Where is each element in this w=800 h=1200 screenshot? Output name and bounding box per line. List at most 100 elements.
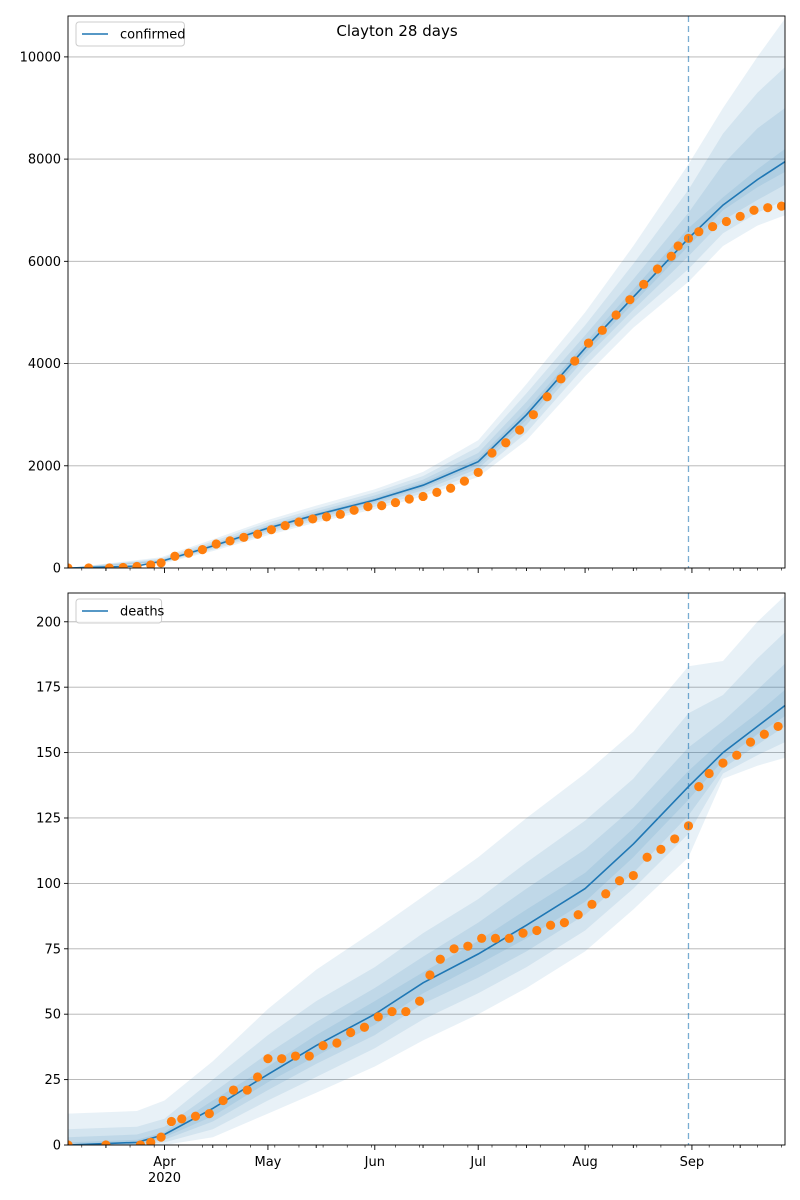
bottom-axes-frame [67,592,786,1146]
top-observed-point [266,525,276,535]
top-observed-point [721,216,731,227]
top-observed-point [239,532,249,542]
bottom-observed-point [101,1140,111,1145]
top-observed-point [514,425,525,435]
top-observed-point [280,520,290,531]
top-observed-point [308,514,318,524]
top-legend: confirmed [75,21,186,47]
bottom-observed-point [318,1040,328,1051]
top-observed-point [156,558,166,568]
top-observed-point [68,563,73,568]
bottom-observed-point [166,1116,177,1127]
top-observed-point [501,438,511,448]
top-observed-point [763,203,773,213]
top-observed-point [118,562,128,568]
bottom-observed-point [290,1051,301,1061]
bottom-observed-point [387,1006,397,1017]
top-observed-point [556,374,566,384]
top-observed-point [84,563,94,568]
top-observed-point [749,205,759,215]
top-observed-point [377,501,387,511]
bottom-observed-point [190,1111,201,1121]
top-observed-point [104,563,114,568]
top-plot-area [68,18,785,568]
bottom-observed-point [425,970,435,980]
bottom-observed-point [252,1072,263,1082]
top-y-tick-label: 2000 [28,459,61,474]
bottom-y-tick-label: 0 [53,1139,61,1154]
bottom-observed-point [704,768,714,779]
bottom-observed-point [415,996,425,1006]
top-y-tick-label: 6000 [28,255,61,270]
bottom-legend: deaths [75,598,165,624]
bottom-plot-area [68,595,785,1145]
bottom-observed-point [277,1054,287,1064]
bottom-legend-label: deaths [120,605,165,620]
bottom-observed-point [718,758,728,768]
bottom-y-tick-label: 150 [36,746,61,761]
bottom-observed-point [504,933,514,943]
top-y-tick-label: 0 [53,562,61,577]
top-observed-point [170,551,180,561]
bottom-observed-point [532,925,542,936]
top-observed-point [363,502,373,512]
top-observed-point [225,536,235,546]
top-observed-point [542,392,552,402]
bottom-y-tick-label: 50 [44,1008,61,1023]
bottom-observed-point [477,933,487,943]
bottom-observed-point [263,1054,273,1064]
bottom-observed-point [228,1085,239,1095]
top-observed-point [404,494,414,504]
bottom-observed-point [146,1137,156,1145]
bottom-observed-point [401,1006,411,1017]
top-observed-point [597,325,607,335]
bottom-observed-point [670,834,680,844]
bottom-observed-point [156,1132,166,1142]
bottom-observed-point [601,889,611,899]
top-observed-point [694,227,704,237]
top-observed-point [459,476,470,486]
figure-title: Clayton 28 days [336,22,457,40]
top-observed-point [252,529,263,539]
top-observed-point [776,201,785,211]
bottom-observed-point [177,1114,187,1124]
top-observed-point [583,338,594,348]
top-observed-point [611,310,621,320]
bottom-observed-point [518,928,528,938]
bottom-x-tick-label: Aug [572,1155,597,1170]
top-observed-point [666,251,676,261]
bottom-observed-point [694,781,704,792]
bottom-y-tick-label: 100 [36,877,61,892]
top-observed-point [673,241,683,251]
year-label: 2020 [148,1171,181,1186]
bottom-observed-point [656,844,666,854]
top-observed-point [432,487,442,497]
bottom-x-tick-label: Apr [153,1155,176,1170]
bottom-x-tick-label: Jul [469,1155,486,1170]
bottom-observed-point [135,1140,145,1145]
bottom-y-tick-label: 125 [36,811,61,826]
top-observed-point [570,356,580,366]
bottom-observed-point [573,910,583,920]
bottom-observed-point [545,920,556,930]
bottom-y-tick-label: 200 [36,615,61,630]
top-observed-point [639,279,649,289]
top-legend-box [75,21,185,47]
top-observed-point [418,491,428,502]
bottom-observed-point [642,852,652,862]
bottom-observed-point [732,750,742,760]
top-observed-point [132,561,142,568]
bottom-observed-point [68,1140,73,1145]
bottom-observed-point [463,941,473,951]
bottom-observed-point [490,933,501,943]
bottom-observed-point [346,1027,356,1038]
bottom-x-tick-label: Sep [680,1155,705,1170]
bottom-observed-point [449,944,459,954]
top-observed-point [735,211,745,221]
top-y-tick-label: 4000 [28,357,61,372]
top-observed-point [335,509,345,519]
top-uncertainty-band-1 [68,18,785,568]
bottom-observed-point [759,729,769,739]
top-observed-point [390,497,401,508]
